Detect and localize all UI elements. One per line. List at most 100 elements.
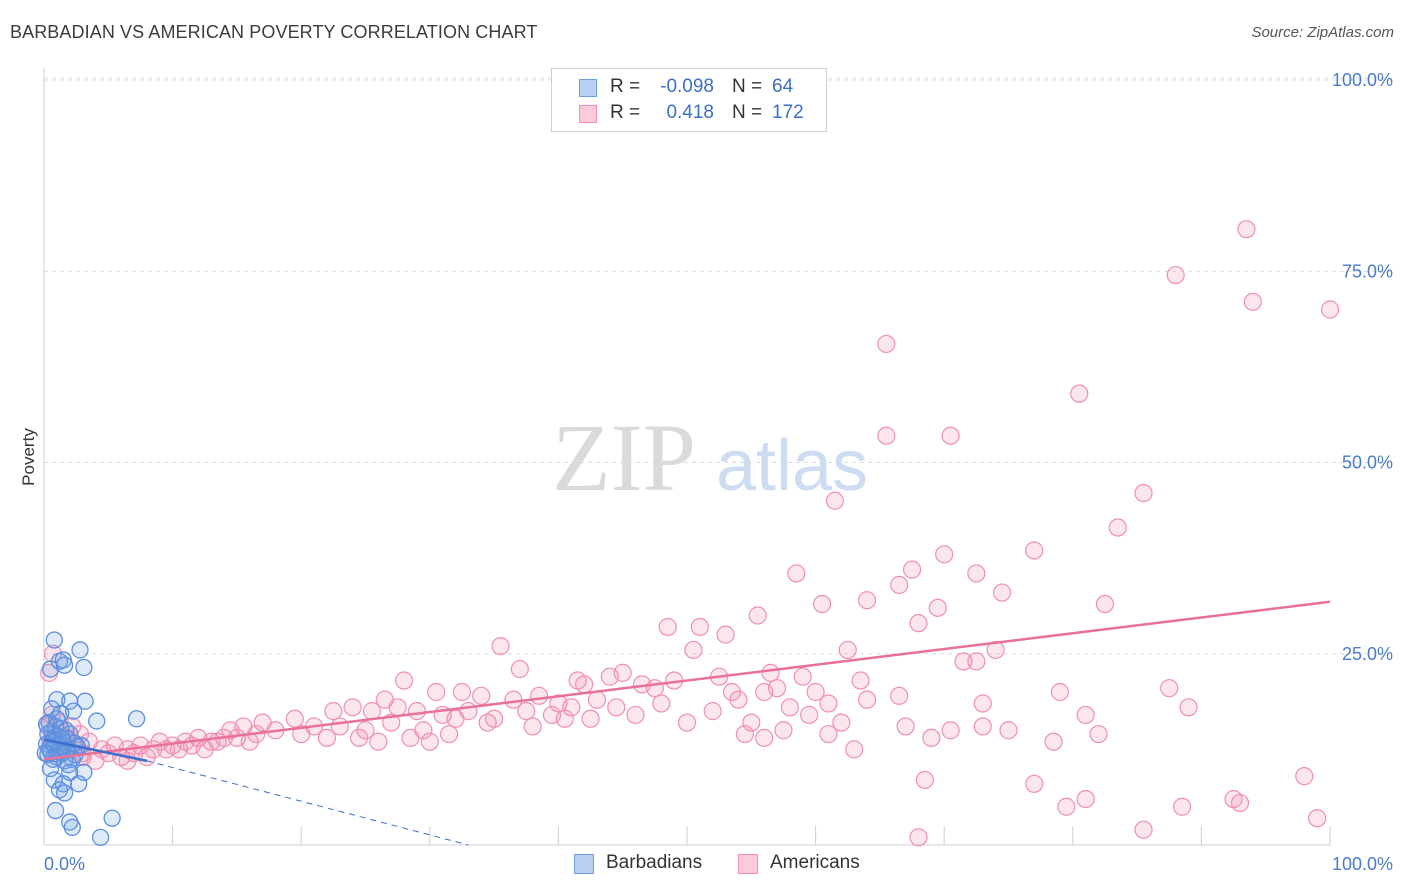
legend-r-label: R =	[610, 76, 641, 97]
american-point	[285, 709, 304, 728]
trend-lines	[43, 600, 1331, 846]
american-point	[1166, 265, 1185, 285]
american-point	[729, 690, 748, 709]
american-point	[1243, 292, 1262, 311]
american-point	[362, 702, 382, 721]
american-point	[427, 682, 446, 702]
american-point	[761, 663, 780, 682]
american-point	[517, 702, 536, 721]
american-point	[845, 740, 864, 759]
american-point	[530, 686, 549, 705]
american-point	[1044, 732, 1063, 751]
american-point	[1108, 518, 1127, 537]
american-point	[742, 713, 761, 732]
american-point	[1050, 682, 1070, 702]
american-point	[819, 724, 838, 744]
american-point	[909, 614, 928, 633]
american-point	[317, 728, 337, 748]
american-point	[973, 717, 992, 736]
barbadian-point	[57, 741, 75, 759]
y-tick-label: 25.0%	[1342, 644, 1393, 664]
american-point	[825, 491, 844, 510]
bottom-swatch-pink	[738, 854, 758, 874]
american-point	[137, 747, 156, 767]
american-point	[896, 717, 915, 736]
american-point	[1089, 724, 1108, 744]
american-point	[1173, 797, 1192, 816]
american-point	[523, 717, 542, 736]
barbadians-trend-line	[43, 738, 148, 763]
american-point	[748, 606, 767, 625]
american-point	[986, 640, 1005, 660]
american-point	[1095, 594, 1115, 614]
barbadian-point	[46, 801, 65, 820]
legend-swatch-blue	[579, 79, 597, 97]
legend-n-label: N =	[732, 76, 763, 97]
x-tick-label: 100.0%	[1332, 854, 1393, 874]
american-point	[452, 682, 472, 702]
american-point	[1134, 820, 1153, 839]
american-point	[555, 709, 574, 728]
american-point	[999, 721, 1018, 740]
barbadian-point	[43, 700, 61, 718]
barbadian-point	[127, 710, 146, 728]
american-point	[581, 709, 600, 728]
american-point	[324, 702, 343, 721]
watermark: ZIP atlas	[552, 404, 868, 511]
barbadian-point	[41, 660, 60, 678]
american-point	[703, 702, 722, 721]
chart-title: BARBADIAN VS AMERICAN POVERTY CORRELATIO…	[10, 22, 538, 42]
american-point	[369, 732, 388, 751]
barbadian-point	[48, 710, 66, 728]
american-point	[394, 671, 414, 690]
chart-source: Source: ZipAtlas.com	[1251, 24, 1394, 41]
american-point	[562, 698, 581, 717]
american-point	[922, 728, 941, 748]
barbadian-point	[45, 631, 63, 649]
american-point	[890, 575, 909, 595]
barbadian-point	[55, 656, 74, 674]
american-point	[838, 640, 857, 660]
barbadian-point	[64, 702, 83, 720]
american-point	[1025, 541, 1044, 560]
american-point	[857, 591, 877, 610]
american-point	[607, 698, 626, 717]
watermark-atlas: atlas	[716, 426, 868, 506]
american-point	[877, 334, 896, 354]
american-point	[909, 828, 928, 847]
barbadian-point	[88, 712, 106, 730]
american-point	[877, 426, 896, 445]
barbadian-point	[48, 691, 66, 709]
americans-points	[38, 220, 1340, 847]
american-point	[800, 705, 819, 725]
american-point	[941, 721, 960, 740]
american-point	[1230, 793, 1250, 813]
correlation-legend: R = -0.098 N = 64 R = 0.418 N = 172	[551, 68, 827, 132]
barbadian-point	[55, 784, 74, 802]
american-point	[292, 724, 311, 744]
barbadians-points	[36, 631, 146, 846]
legend-row-barbadians: R = -0.098 N = 64	[552, 75, 826, 101]
american-point	[645, 679, 664, 698]
barbadian-point	[71, 641, 89, 659]
american-point	[1237, 220, 1256, 239]
american-point	[1057, 797, 1076, 816]
american-point	[472, 686, 491, 705]
american-point	[915, 770, 935, 790]
barbadian-point	[45, 771, 63, 789]
american-point	[780, 698, 799, 717]
bottom-label-barbadians: Barbadians	[606, 852, 703, 873]
y-tick-label: 50.0%	[1342, 453, 1393, 473]
american-point	[806, 682, 825, 702]
barbadian-point	[75, 658, 93, 677]
legend-r-label: R =	[610, 102, 641, 123]
barbadian-point	[63, 818, 81, 837]
american-point	[1320, 300, 1340, 319]
american-point	[401, 728, 420, 748]
american-point	[626, 705, 645, 725]
american-point	[343, 698, 362, 717]
american-point	[812, 594, 832, 614]
legend-row-americans: R = 0.418 N = 172	[552, 101, 826, 127]
american-point	[954, 652, 973, 671]
american-point	[967, 652, 986, 671]
